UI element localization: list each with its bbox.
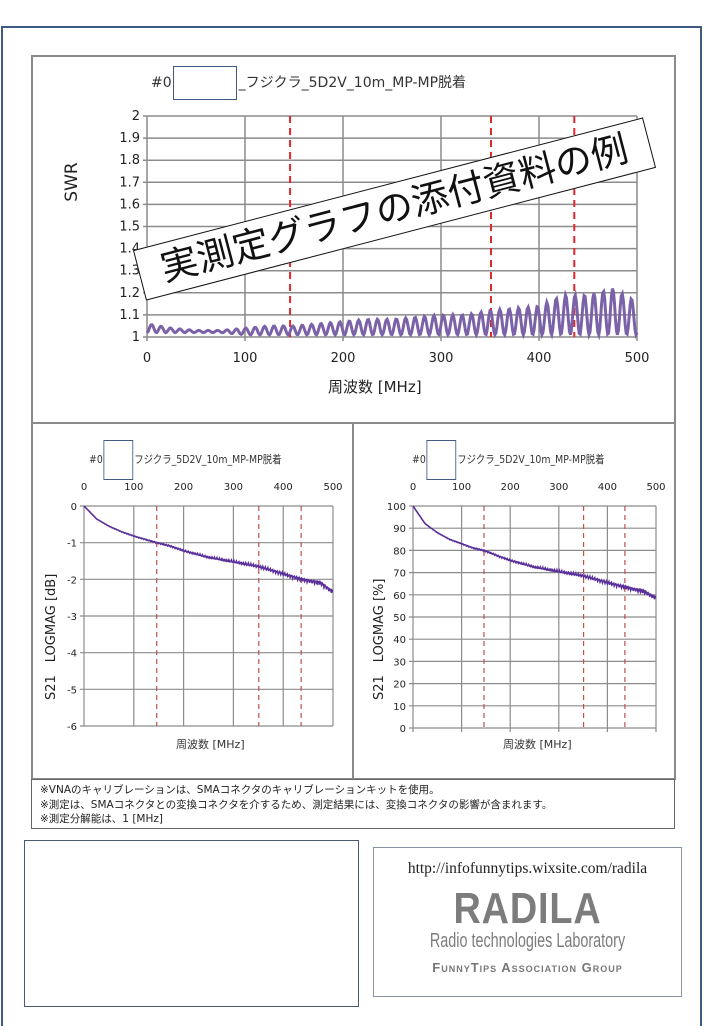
radila-subtitle: Radio technologies Laboratory [429, 930, 626, 952]
radila-logo-box: http://infofunnytips.wixsite.com/radila … [373, 847, 682, 997]
note-line: ※測定分解能は、1 [MHz] [40, 813, 163, 825]
svg-text:20: 20 [393, 680, 406, 691]
svg-text:0: 0 [71, 502, 77, 513]
svg-text:1.8: 1.8 [119, 153, 140, 168]
right-xlabel: 周波数 [MHz] [503, 738, 572, 751]
svg-text:200: 200 [331, 351, 356, 366]
svg-text:500: 500 [625, 351, 650, 366]
svg-text:300: 300 [429, 351, 454, 366]
svg-text:2: 2 [132, 109, 140, 124]
swr-trace [145, 287, 639, 341]
svg-text:70: 70 [393, 569, 406, 580]
id-placeholder-box [172, 66, 237, 100]
svg-text:100: 100 [124, 482, 143, 493]
right-chart-title: #0 フジクラ_5D2V_10m_MP-MP脱着 [412, 440, 604, 480]
svg-text:400: 400 [274, 482, 293, 493]
svg-text:200: 200 [174, 482, 193, 493]
svg-text:0: 0 [410, 482, 416, 493]
svg-text:-6: -6 [67, 722, 77, 733]
note-line: ※測定は、SMAコネクタとの変換コネクタを介するため、測定結果には、変換コネクタ… [40, 798, 553, 811]
left-ylabel: S21 LOGMAG [dB] [44, 573, 59, 700]
svg-text:200: 200 [501, 482, 520, 493]
right-ylabel: S21 LOGMAG [%] [372, 578, 387, 700]
svg-text:1.5: 1.5 [119, 220, 140, 235]
svg-text:400: 400 [598, 482, 617, 493]
svg-text:100: 100 [387, 502, 406, 513]
svg-text:-1: -1 [67, 539, 77, 550]
svg-text:40: 40 [393, 635, 406, 646]
right-chart-title-prefix: #0 [412, 453, 426, 466]
svg-text:300: 300 [549, 482, 568, 493]
main-chart-title: #0 _フジクラ_5D2V_10m_MP-MP脱着 [151, 66, 466, 100]
s21-db-chart: 0-1-2-3-4-5-6 0 100 200 300 400 500 100908070… [67, 482, 666, 735]
main-chart-title-prefix: #0 [151, 75, 172, 91]
svg-text:500: 500 [323, 482, 342, 493]
left-xlabel: 周波数 [MHz] [176, 738, 245, 751]
left-id-placeholder-box [103, 440, 134, 480]
svg-text:30: 30 [393, 657, 406, 668]
svg-text:80: 80 [393, 546, 406, 557]
left-chart-title-prefix: #0 [89, 453, 103, 466]
swr-xlabel: 周波数 [MHz] [328, 378, 422, 396]
note-line: ※VNAのキャリブレーションは、SMAコネクタのキャリブレーションキットを使用。 [40, 784, 440, 796]
svg-text:100: 100 [452, 482, 471, 493]
svg-text:-3: -3 [67, 612, 77, 623]
svg-text:100: 100 [233, 351, 258, 366]
right-id-placeholder-box [426, 440, 457, 480]
svg-text:1.1: 1.1 [119, 308, 140, 323]
right-chart-title-suffix: フジクラ_5D2V_10m_MP-MP脱着 [457, 453, 605, 466]
svg-text:0: 0 [400, 724, 406, 735]
blank-info-box [24, 840, 359, 1007]
svg-text:1.2: 1.2 [119, 286, 140, 301]
svg-text:1.7: 1.7 [119, 175, 140, 190]
svg-text:-4: -4 [67, 649, 77, 660]
svg-text:500: 500 [646, 482, 665, 493]
main-chart-title-suffix: _フジクラ_5D2V_10m_MP-MP脱着 [238, 75, 467, 91]
svg-text:1.6: 1.6 [119, 197, 140, 212]
svg-text:1.3: 1.3 [119, 264, 140, 279]
association-group-text: FunnyTips Association Group [432, 960, 623, 975]
svg-text:-2: -2 [67, 575, 77, 586]
left-chart-title: #0 フジクラ_5D2V_10m_MP-MP脱着 [89, 440, 281, 480]
svg-text:0: 0 [81, 482, 87, 493]
svg-text:90: 90 [393, 524, 406, 535]
svg-text:0: 0 [143, 351, 151, 366]
svg-text:10: 10 [393, 702, 406, 713]
measurement-notes: ※VNAのキャリブレーションは、SMAコネクタのキャリブレーションキットを使用。… [31, 779, 675, 829]
svg-text:1.9: 1.9 [119, 131, 140, 146]
svg-text:60: 60 [393, 591, 406, 602]
page-border [1, 26, 702, 1026]
svg-text:400: 400 [527, 351, 552, 366]
website-link[interactable]: http://infofunnytips.wixsite.com/radila [407, 860, 648, 877]
svg-text:-5: -5 [67, 685, 77, 696]
radila-logo-text: RADILA [453, 884, 602, 933]
svg-text:300: 300 [224, 482, 243, 493]
svg-text:50: 50 [393, 613, 406, 624]
left-chart-title-suffix: フジクラ_5D2V_10m_MP-MP脱着 [134, 453, 282, 466]
svg-text:1: 1 [132, 330, 140, 345]
